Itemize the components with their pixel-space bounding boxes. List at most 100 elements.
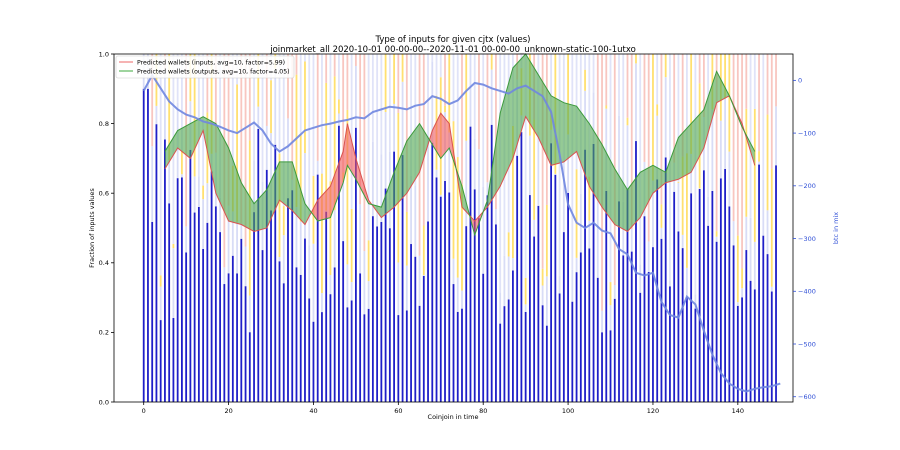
bar-segment (762, 180, 765, 236)
bar-segment (287, 198, 289, 402)
bar-segment (304, 61, 306, 154)
bar-segment (388, 228, 391, 402)
bar-segment (189, 149, 192, 402)
y-tick-label: 1.0 (99, 50, 109, 58)
fill-between-region (500, 67, 513, 187)
bar-segment (278, 261, 281, 402)
bar-segment (545, 204, 548, 277)
bar-segment (609, 330, 612, 402)
bar-segment (541, 268, 544, 286)
bar-segment (715, 54, 718, 232)
bar-segment (698, 54, 701, 84)
bar-segment (282, 235, 285, 284)
bar-segment (664, 157, 667, 402)
y2-tick-label: −100 (798, 129, 816, 137)
bar-segment (295, 74, 298, 207)
bar-segment (571, 269, 574, 302)
y-axis-label: Fraction of inputs values (88, 188, 96, 268)
bar-segment (635, 63, 637, 142)
bar-segment (618, 54, 620, 116)
bar-segment (736, 235, 739, 303)
bar-segment (223, 267, 226, 285)
bar-segment (465, 226, 468, 402)
bar-segment (197, 176, 200, 207)
bar-segment (520, 132, 523, 402)
bar-segment (210, 54, 213, 154)
bar-segment (316, 160, 319, 175)
fill-between-region (266, 161, 280, 228)
bar-segment (197, 54, 200, 177)
bar-segment (219, 232, 221, 402)
bar-segment (592, 143, 595, 403)
bar-segment (766, 54, 769, 115)
bar-segment (609, 282, 612, 306)
bar-segment (766, 254, 769, 402)
bar-segment (147, 88, 149, 403)
bar-segment (435, 54, 438, 96)
bar-segment (236, 273, 238, 402)
bar-segment (669, 286, 671, 402)
y2-tick-label: −400 (798, 288, 816, 296)
bar-segment (677, 182, 680, 232)
fill-between-region (512, 54, 526, 159)
bar-segment (461, 184, 463, 291)
bar-segment (206, 54, 209, 113)
bar-segment (444, 54, 446, 106)
bar-segment (151, 146, 154, 222)
bar-segment (749, 54, 752, 218)
bar-segment (384, 54, 387, 112)
x-tick-label: 0 (142, 407, 146, 415)
bar-segment (397, 54, 400, 113)
bar-segment (231, 211, 234, 256)
bar-segment (753, 54, 756, 110)
bar-segment (316, 174, 319, 402)
bar-segment (677, 181, 680, 183)
bar-segment (223, 284, 226, 402)
bar-segment (316, 54, 319, 161)
bar-segment (482, 273, 485, 402)
fill-between-region (394, 141, 407, 208)
bar-segment (172, 318, 175, 402)
bar-segment (732, 221, 735, 246)
bar-segment (741, 288, 743, 298)
bar-segment (545, 276, 548, 326)
bar-segment (745, 54, 748, 109)
bar-segment (732, 245, 735, 402)
bar-segment (240, 238, 243, 402)
bar-segment (325, 54, 328, 83)
bar-segment (227, 205, 230, 274)
bar-segment (753, 109, 756, 242)
bar-segment (354, 65, 357, 128)
bar-segment (248, 332, 251, 402)
y2-axis-label: btc in mix (832, 212, 840, 244)
fill-between-region (627, 172, 641, 232)
bar-segment (410, 54, 412, 176)
bar-segment (647, 241, 650, 272)
fill-between-region (228, 147, 242, 225)
bar-segment (741, 54, 743, 269)
bar-segment (673, 54, 676, 163)
bar-segment (261, 54, 264, 182)
bar-segment (694, 294, 697, 309)
bar-segment (681, 156, 684, 235)
bar-segment (588, 176, 591, 221)
bar-segment (669, 280, 671, 287)
bar-segment (545, 325, 548, 402)
fill-between-region (563, 102, 577, 162)
bar-segment (321, 312, 323, 402)
x-axis-label: Coinjoin in time (428, 413, 479, 421)
bar-segment (435, 177, 438, 402)
bar-segment (282, 54, 285, 207)
bar-segment (503, 306, 506, 402)
y-tick-label: 0.6 (99, 190, 109, 198)
bar-segment (469, 54, 472, 127)
bar-segment (626, 54, 629, 118)
bar-segment (762, 235, 765, 402)
bar-segment (486, 182, 489, 196)
bar-segment (291, 190, 294, 402)
fill-between-region (381, 172, 395, 218)
bar-segment (562, 232, 565, 402)
y-axis: 0.0 0.2 0.4 0.6 0.8 1.0 (99, 50, 114, 406)
bar-segment (647, 54, 650, 242)
fill-between-region (614, 168, 628, 232)
